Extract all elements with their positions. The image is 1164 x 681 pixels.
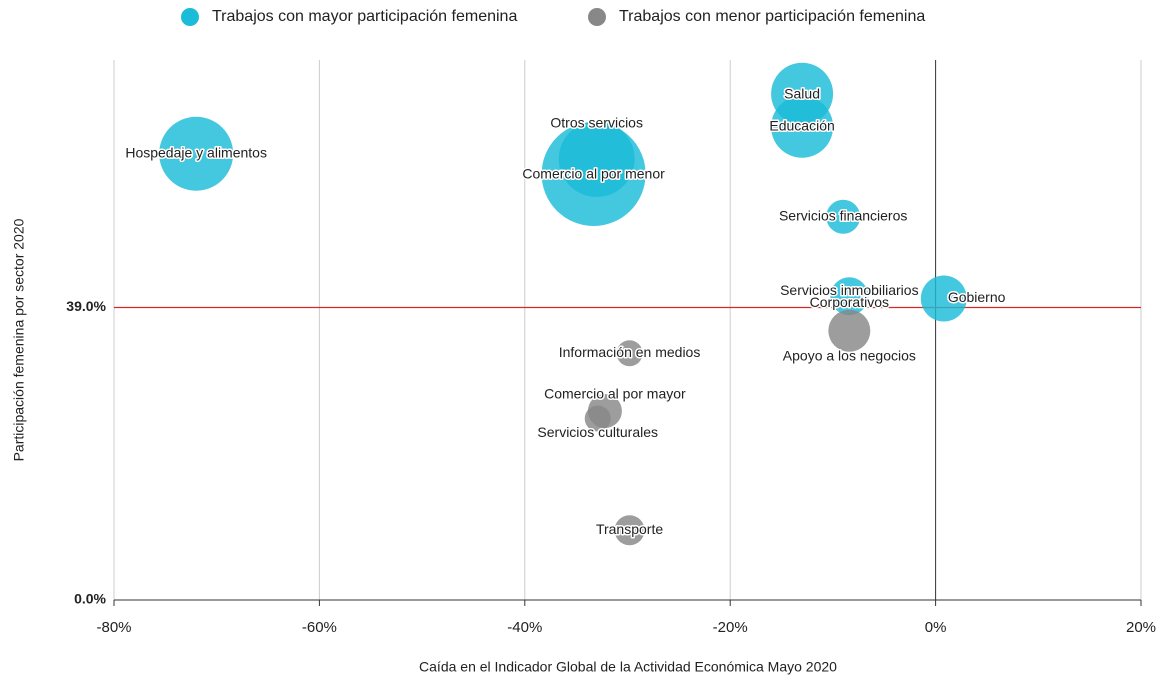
bubble: [826, 199, 861, 234]
bubble-label: Servicios inmobiliarios: [780, 282, 919, 298]
y-axis-title: Participación femenina por sector 2020: [11, 218, 27, 461]
legend-swatch: [588, 8, 606, 26]
bubble-label: Salud: [784, 85, 820, 101]
x-tick-label: -40%: [507, 619, 542, 636]
bubble: [830, 277, 869, 316]
bubble-label: Transporte: [596, 521, 663, 537]
y-tick-label: 39.0%: [66, 298, 106, 314]
bubble-label: Gobierno: [948, 289, 1006, 305]
legend-swatch: [181, 8, 199, 26]
x-tick-label: -60%: [302, 619, 337, 636]
bubble: [771, 95, 834, 158]
bubble: [614, 515, 645, 546]
bubble: [828, 309, 871, 352]
bubble: [584, 405, 611, 432]
bubble-label: Comercio al por mayor: [544, 386, 686, 402]
bubble: [920, 275, 967, 322]
x-tick-label: 0%: [925, 619, 947, 636]
legend-label: Trabajos con menor participación femenin…: [619, 8, 925, 25]
bubble-label: Corporativos: [810, 294, 889, 310]
x-axis-title: Caída en el Indicador Global de la Activ…: [419, 659, 837, 675]
bubble-label: Hospedaje y alimentos: [125, 144, 267, 160]
bubble: [616, 340, 643, 367]
x-tick-label: -80%: [96, 619, 131, 636]
bubble-label: Servicios financieros: [779, 207, 907, 223]
bubble-label: Educación: [769, 117, 834, 133]
bubble-label: Servicios culturales: [537, 424, 658, 440]
y-tick-label: 0.0%: [74, 591, 106, 607]
legend-label: Trabajos con mayor participación femenin…: [212, 8, 517, 25]
bubble-label: Comercio al por menor: [522, 166, 665, 182]
x-tick-label: 20%: [1126, 619, 1156, 636]
bubble: [541, 122, 646, 226]
bubble-label: Apoyo a los negocios: [783, 347, 916, 363]
bubble-label: Otros servicios: [550, 115, 643, 131]
bubble: [159, 116, 234, 191]
bubble-label: Información en medios: [559, 344, 701, 360]
x-tick-label: -20%: [713, 619, 748, 636]
